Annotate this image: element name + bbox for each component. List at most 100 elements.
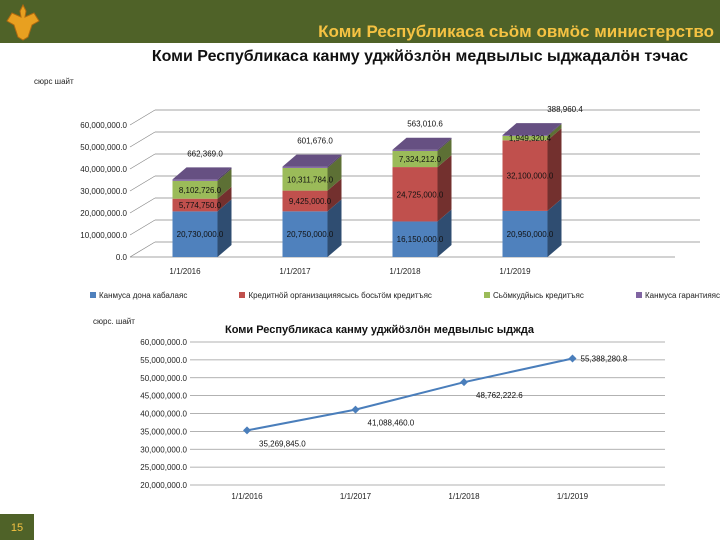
legend-item: Канмуса дона кабалаяс [90,291,187,300]
bar-chart-legend: Канмуса дона кабалаяс Кредитнӧй организац… [90,291,720,300]
bar-segment [502,140,548,211]
data-label: 35,269,845.0 [259,439,306,448]
bar-segment [282,211,328,257]
legend-label: Кредитнӧй организацияясысь босьтӧм креди… [248,291,432,300]
data-label: 20,750,000.0 [287,230,334,239]
bar-side [327,178,342,212]
bar-side [217,168,232,199]
bar-top [282,154,342,167]
x-tick-label: 1/1/2017 [279,267,311,276]
bar-side [547,198,562,257]
y-tick-label: 60,000,000.0 [140,338,187,347]
data-label: 8,102,726.0 [179,186,222,195]
data-label: 20,950,000.0 [507,230,554,239]
x-tick-label: 1/1/2018 [448,492,480,501]
bar-top [392,137,452,150]
y-tick-label: 30,000,000.0 [140,445,187,454]
gridline-depth [129,175,156,192]
legend-item: Канмуса гарантияяс [635,291,720,300]
data-label: 1,949,320.4 [509,134,552,143]
bar-side [437,209,452,257]
gridline-depth [129,219,156,236]
bar-segment [282,166,328,168]
bar-segment [502,135,548,137]
bar-side [327,155,342,191]
data-label: 5,774,750.0 [179,201,222,210]
series-line [246,357,573,432]
data-label: 55,388,280.8 [581,354,628,363]
bar-side [217,199,232,257]
bar-side [437,138,452,168]
legend-label: Канмуса гарантияяс [644,291,720,300]
legend-swatch [239,292,246,298]
x-tick-label: 1/1/2016 [169,267,201,276]
bar-side [217,186,232,212]
bar-segment [172,179,218,181]
bar-top [502,123,562,136]
data-label: 20,730,000.0 [177,230,224,239]
bar-segment [502,136,548,141]
bar-segment [392,149,438,151]
data-label: 24,725,000.0 [397,190,444,199]
legend-swatch [90,292,96,298]
y-tick-label: 50,000,000.0 [140,374,187,383]
bar-segment [172,180,218,199]
y-tick-label: 25,000,000.0 [140,463,187,472]
x-tick-label: 1/1/2016 [231,492,263,501]
line-chart-title: Коми Республикаса канму уджйӧзлӧн медвыл… [225,324,534,336]
y-tick-label: 45,000,000.0 [140,392,187,401]
y-tick-label: 0.0 [116,253,128,262]
legend-item: Кредитнӧй организацияясысь босьтӧм креди… [239,291,432,300]
legend-label: Сьӧмкудйысь кредитъяс [493,291,584,300]
bar-side [547,123,562,137]
data-label: 662,369.0 [187,149,223,158]
bar-chart-unit: сюрс шайт [34,77,74,86]
data-label: 10,311,784.0 [287,175,334,184]
gridline-depth [129,241,156,258]
stacked-bar-chart: 0.0 10,000,000.0 20,000,000.0 30,000,000.0 4… [80,105,700,276]
data-label: 563,010.6 [407,120,443,129]
y-tick-label: 40,000,000.0 [80,165,127,174]
gridline-depth [129,197,156,214]
bar-segment [282,167,328,191]
data-label: 9,425,000.0 [289,197,332,206]
y-tick-label: 30,000,000.0 [80,187,127,196]
gridline-depth [129,109,156,126]
y-tick-label: 20,000,000.0 [80,209,127,218]
bar-side [437,155,452,222]
coat-of-arms-logo [6,3,40,41]
data-label: 32,100,000.0 [507,172,554,181]
bar-segment [392,221,438,257]
data-label: 388,960.4 [547,105,583,114]
y-tick-label: 40,000,000.0 [140,410,187,419]
data-point [568,354,577,363]
data-label: 16,150,000.0 [397,235,444,244]
x-tick-label: 1/1/2018 [389,267,421,276]
bar-segment [502,210,548,257]
y-tick-label: 55,000,000.0 [140,356,187,365]
gridline-depth [129,153,156,170]
bar-chart-title: Коми Республикаса канму уджйӧзлӧн медвыл… [151,48,689,65]
data-label: 7,324,212.0 [399,155,442,164]
y-tick-label: 10,000,000.0 [80,231,127,240]
legend-swatch [484,292,491,298]
data-point [243,426,251,435]
data-label: 601,676.0 [297,137,333,146]
ministry-title: Коми Республикаса сьӧм овмӧс министерств… [318,22,714,41]
data-label: 48,762,222.6 [476,391,523,400]
line-chart-unit: сюрс. шайт [93,317,135,326]
bar-segment [172,198,218,212]
y-tick-label: 35,000,000.0 [140,427,187,436]
bar-side [547,124,562,141]
bar-segment [392,167,438,222]
data-point [351,405,360,414]
y-tick-label: 20,000,000.0 [140,481,187,490]
bar-side [437,137,452,151]
bar-segment [392,150,438,168]
page-number: 15 [0,514,34,540]
legend-swatch [635,292,642,298]
x-tick-label: 1/1/2019 [499,267,531,276]
bar-side [217,167,232,181]
bar-side [547,128,562,211]
gridline-depth [129,131,156,148]
